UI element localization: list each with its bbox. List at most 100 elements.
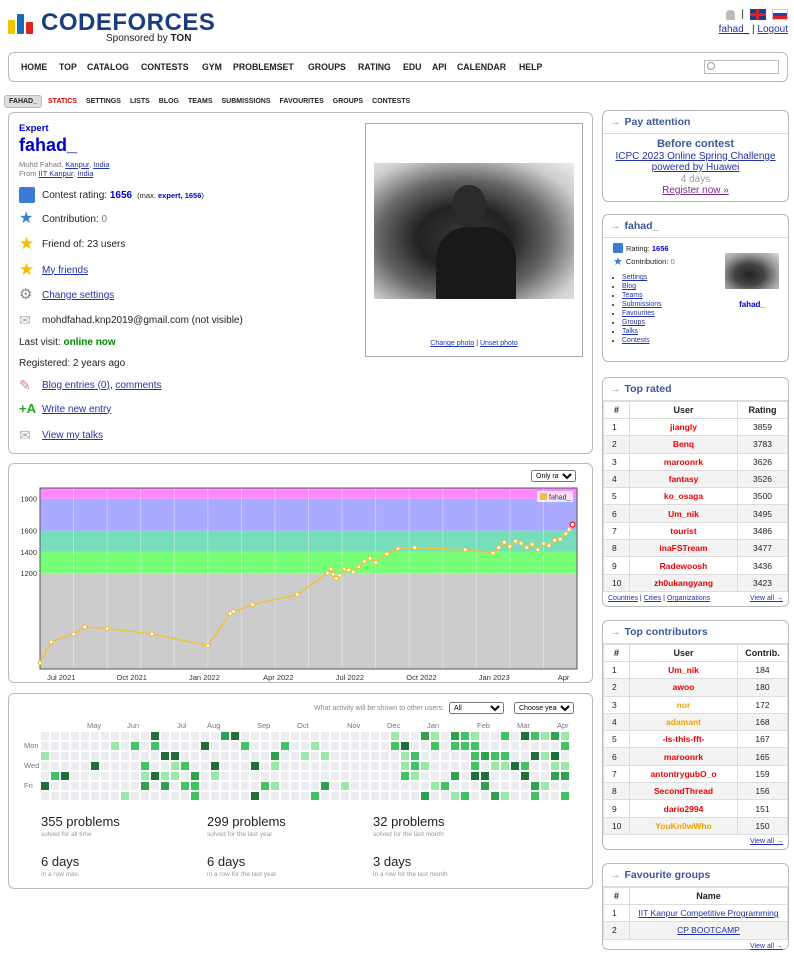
rating-point[interactable]: [540, 540, 546, 546]
change-settings-link[interactable]: Change settings: [42, 289, 115, 301]
user-link[interactable]: awoo: [672, 682, 695, 693]
organizations-link[interactable]: Organizations: [666, 594, 711, 602]
top-contributors-view-all[interactable]: View all →: [750, 837, 783, 845]
side-link-blog[interactable]: Blog: [622, 283, 637, 290]
side-link-talks[interactable]: Talks: [622, 328, 638, 335]
rating-point[interactable]: [535, 547, 541, 553]
search-input[interactable]: [704, 60, 779, 74]
rating-point[interactable]: [350, 569, 356, 575]
rating-point[interactable]: [294, 592, 300, 597]
country-link[interactable]: India: [93, 160, 110, 169]
rating-point[interactable]: [569, 521, 576, 528]
rating-point[interactable]: [325, 570, 330, 576]
english-flag-icon[interactable]: [750, 9, 766, 20]
rating-point[interactable]: [462, 547, 468, 553]
menu-item-home[interactable]: HOME: [21, 62, 48, 73]
top-rated-view-all[interactable]: View all →: [750, 594, 783, 602]
view-talks-link[interactable]: View my talks: [42, 429, 103, 441]
user-link[interactable]: Um_nik: [668, 508, 699, 519]
change-photo-link[interactable]: Change photo: [430, 340, 475, 347]
menu-item-groups[interactable]: GROUPS: [307, 62, 346, 73]
cities-link[interactable]: Cities: [643, 594, 662, 602]
rating-point[interactable]: [231, 609, 236, 614]
menu-item-contests[interactable]: CONTESTS: [141, 62, 190, 73]
user-link[interactable]: maroonrk: [663, 456, 704, 467]
rating-point[interactable]: [563, 531, 569, 537]
side-link-contests[interactable]: Contests: [622, 337, 650, 344]
user-link[interactable]: YouKn0wWho: [655, 820, 712, 831]
contest-link-2[interactable]: powered by Huawei: [651, 162, 740, 173]
side-link-teams[interactable]: Teams: [622, 292, 643, 299]
menu-item-rating[interactable]: RATING: [357, 62, 391, 73]
menu-item-calendar[interactable]: CALENDAR: [456, 62, 506, 73]
favourite-groups-view-all[interactable]: View all →: [750, 942, 783, 950]
submenu-item-lists[interactable]: LISTS: [129, 98, 150, 105]
rating-point[interactable]: [341, 566, 347, 572]
rating-point[interactable]: [250, 602, 256, 608]
side-link-groups[interactable]: Groups: [622, 319, 645, 326]
group-link[interactable]: IIT Kanpur Competitive Programming: [638, 908, 779, 919]
rating-point[interactable]: [546, 543, 552, 548]
side-link-favourites[interactable]: Favourites: [622, 310, 655, 317]
rating-point[interactable]: [205, 643, 211, 649]
rating-point[interactable]: [513, 538, 518, 544]
user-link[interactable]: inaFSTream: [659, 543, 708, 554]
rating-point[interactable]: [501, 539, 507, 545]
rating-point[interactable]: [367, 555, 373, 561]
contest-link[interactable]: ICPC 2023 Online Spring Challenge: [615, 150, 776, 162]
submenu-item-submissions[interactable]: SUBMISSIONS: [221, 98, 271, 105]
user-link[interactable]: antontrygubO_o: [650, 768, 717, 779]
submenu-item-statics[interactable]: STATICS: [48, 98, 77, 105]
rating-point[interactable]: [566, 527, 572, 532]
user-link[interactable]: maroonrk: [663, 751, 704, 762]
rating-point[interactable]: [356, 564, 362, 570]
menu-item-edu[interactable]: EDU: [402, 62, 422, 73]
city-link[interactable]: Kanpur: [65, 160, 90, 169]
rating-point[interactable]: [328, 566, 334, 572]
user-link[interactable]: Radewoosh: [659, 560, 708, 571]
unset-photo-link[interactable]: Unset photo: [479, 340, 518, 347]
rating-point[interactable]: [71, 631, 77, 637]
rating-point[interactable]: [104, 626, 110, 631]
register-link[interactable]: Register now »: [662, 185, 729, 196]
rating-point[interactable]: [557, 536, 563, 542]
rating-point[interactable]: [346, 567, 352, 573]
rating-point[interactable]: [412, 545, 418, 551]
user-link[interactable]: jiangly: [670, 422, 697, 433]
user-link[interactable]: adamant: [666, 717, 701, 728]
rating-filter-select[interactable]: Only rated: [531, 470, 576, 482]
org-country-link[interactable]: India: [77, 169, 94, 178]
user-link[interactable]: zh0ukangyang: [653, 577, 714, 588]
logout-link[interactable]: Logout: [757, 24, 788, 35]
comments-link[interactable]: comments: [115, 379, 162, 391]
rating-point[interactable]: [507, 544, 513, 550]
user-link[interactable]: ko_osaga: [663, 491, 704, 502]
user-link[interactable]: tourist: [670, 525, 697, 536]
submenu-item-blog[interactable]: BLOG: [158, 98, 180, 105]
rating-point[interactable]: [373, 560, 379, 565]
rating-point[interactable]: [490, 550, 496, 556]
side-user-handle[interactable]: fahad_: [739, 300, 765, 309]
menu-item-gym[interactable]: GYM: [202, 62, 223, 73]
menu-item-help[interactable]: HELP: [518, 62, 543, 73]
visibility-select[interactable]: All: [449, 702, 504, 714]
notification-icon[interactable]: [726, 9, 736, 20]
menu-item-top[interactable]: TOP: [58, 62, 77, 73]
rating-point[interactable]: [361, 559, 367, 564]
user-link[interactable]: Benq: [672, 439, 695, 450]
submenu-item-settings[interactable]: SETTINGS: [85, 98, 121, 105]
rating-point[interactable]: [524, 545, 530, 551]
submenu-item-favourites[interactable]: FAVOURITES: [279, 98, 324, 105]
submenu-item-groups[interactable]: GROUPS: [332, 98, 364, 105]
year-select[interactable]: Choose year: [514, 702, 574, 714]
header-user-link[interactable]: fahad_: [718, 24, 750, 35]
rating-point[interactable]: [384, 551, 390, 557]
rating-point[interactable]: [82, 624, 88, 630]
rating-point[interactable]: [330, 571, 336, 577]
russian-flag-icon[interactable]: [772, 9, 788, 20]
rating-point[interactable]: [496, 545, 502, 551]
menu-item-catalog[interactable]: CATALOG: [86, 62, 129, 73]
menu-item-api[interactable]: API: [431, 62, 447, 73]
user-link[interactable]: -is-this-fft-: [662, 734, 705, 745]
rating-point[interactable]: [518, 540, 524, 546]
